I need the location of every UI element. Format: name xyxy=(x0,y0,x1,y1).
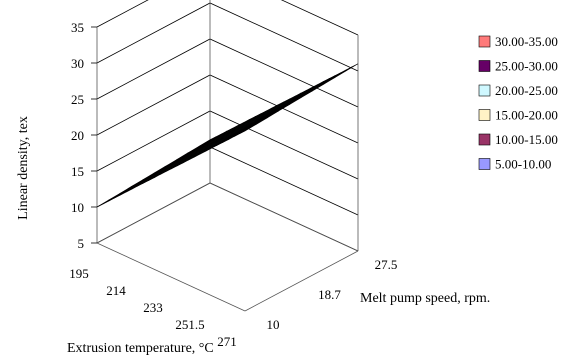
legend-swatch xyxy=(478,60,491,72)
gridline xyxy=(96,0,359,36)
x-tick-label: 271 xyxy=(217,334,237,349)
tick-labels: 5 10 15 20 25 30 35 195 214 233 251.5 271 10 18.7 27.5 xyxy=(69,20,397,349)
y-axis-label: Linear density, tex xyxy=(16,116,31,220)
gridline xyxy=(96,2,359,72)
gridline xyxy=(96,146,359,216)
surface xyxy=(96,63,359,208)
floor-edge xyxy=(209,182,359,252)
legend-label: 15.00-20.00 xyxy=(495,108,558,123)
legend-label: 10.00-15.00 xyxy=(495,132,558,147)
legend-label: 5.00-10.00 xyxy=(495,157,551,172)
legend-label: 25.00-30.00 xyxy=(495,59,558,74)
legend-swatch xyxy=(478,109,491,121)
y-tick-label: 15 xyxy=(71,164,84,179)
y-tick-label: 10 xyxy=(71,200,84,215)
gridline xyxy=(96,38,359,108)
y-tick-label: 35 xyxy=(71,20,84,35)
z-tick-label: 27.5 xyxy=(375,257,398,272)
y-tick-label: 20 xyxy=(71,128,84,143)
y-tick-label: 25 xyxy=(71,92,84,107)
gridlines xyxy=(96,0,359,252)
legend: 30.00-35.00 25.00-30.00 20.00-25.00 15.00-2… xyxy=(478,34,558,172)
legend-swatch xyxy=(478,133,491,146)
y-tick-label: 30 xyxy=(71,56,84,71)
x-tick-label: 233 xyxy=(143,300,163,315)
x-tick-label: 251.5 xyxy=(175,317,204,332)
z-axis-label: Melt pump speed, rpm. xyxy=(360,291,490,306)
z-tick-label: 18.7 xyxy=(318,287,341,302)
floor-edge xyxy=(244,250,359,312)
x-tick-label: 195 xyxy=(69,266,89,281)
floor-edge xyxy=(96,182,211,244)
surface-cell xyxy=(239,124,257,135)
legend-swatch xyxy=(478,35,491,48)
legend-label: 20.00-25.00 xyxy=(495,83,558,98)
z-tick-label: 10 xyxy=(267,317,280,332)
y-tick-label: 5 xyxy=(78,236,85,251)
x-axis-label: Extrusion temperature, °C xyxy=(67,341,214,356)
legend-swatch xyxy=(478,158,491,170)
gridline xyxy=(96,110,359,180)
x-tick-label: 214 xyxy=(106,283,126,298)
legend-label: 30.00-35.00 xyxy=(495,34,558,49)
legend-swatch xyxy=(478,84,491,97)
floor-edge xyxy=(96,242,246,312)
gridline xyxy=(96,182,359,252)
